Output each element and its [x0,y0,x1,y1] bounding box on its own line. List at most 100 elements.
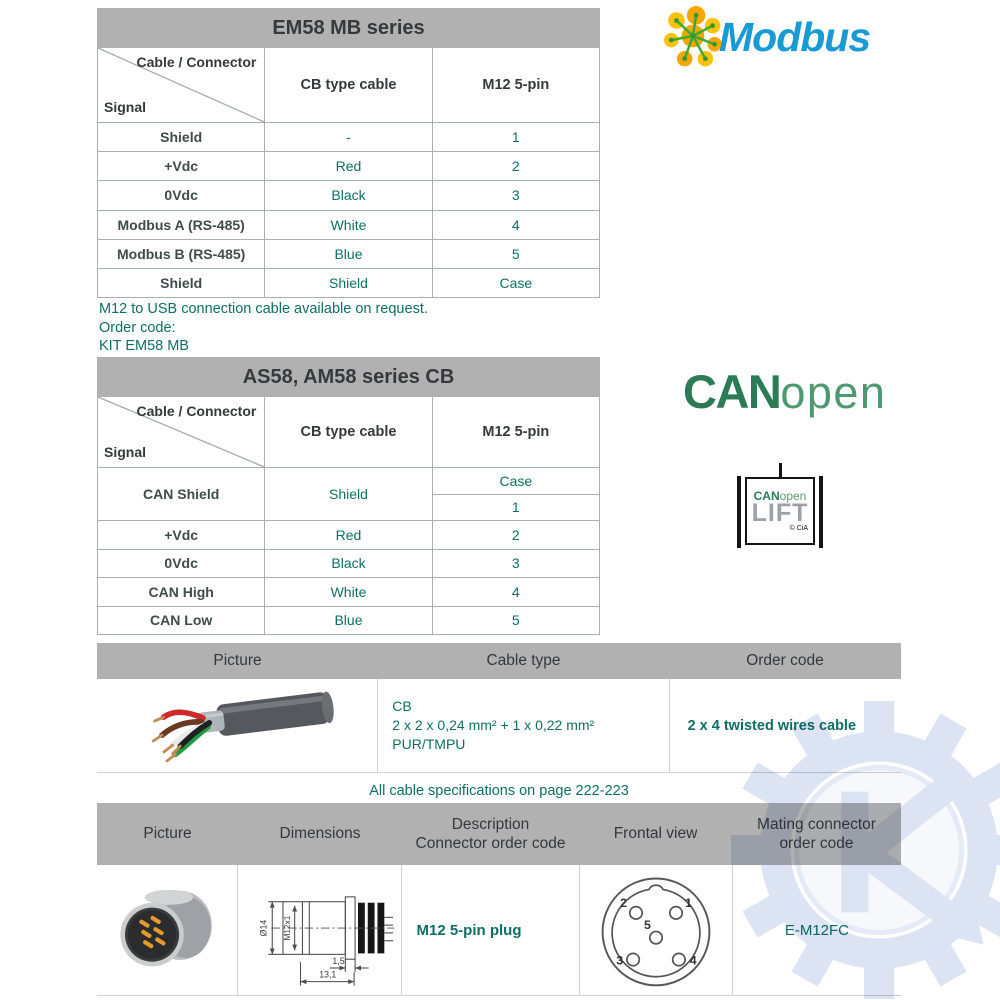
pin-cell: 5 [431,606,599,634]
lift-rail-right [819,476,823,548]
cable-cell: Blue [264,239,431,268]
mating-connector-cell: E-M12FC [731,865,901,995]
em58-header-row: Cable / Connector Signal CB type cable M… [98,48,599,123]
cable-type-line2: 2 x 2 x 0,24 mm² + 1 x 0,22 mm² [392,717,595,733]
connector-description-cell: M12 5-pin plug [401,865,578,995]
header-order-code: Order code [746,652,824,670]
header-mating-connector: Mating connector order code [732,803,901,865]
connector-table-header: Picture Dimensions Description Connector… [97,803,901,865]
modbus-logo-text: Modbus [719,13,871,60]
lift-word: LIFT [751,499,809,527]
cable-table-header: Picture Cable type Order code [97,643,901,679]
pin-label-1: 1 [685,896,692,910]
corner-header-cell: Cable / Connector Signal [98,397,264,467]
pin-label-4: 4 [689,953,696,967]
table-row: Shield Shield Case [98,268,599,299]
connector-dimensions-cell: Ø14 M12x1 1,5 13,1 [237,865,401,995]
frontal-view-diagram: 2 1 5 3 4 [601,877,711,987]
pin-cell: 4 [431,578,599,606]
signal-cell: +Vdc [164,158,199,175]
signal-cell: 0Vdc [164,555,198,572]
dim-diameter-label: Ø14 [258,920,268,937]
connector-picture-cell [97,865,237,995]
em58-mb-table: EM58 MB series Cable / Connector Signal … [97,8,600,299]
signal-cell: Shield [160,129,203,146]
lift-stem [779,463,782,478]
cable-cell: Shield [264,468,431,520]
corner-header-cell: Cable / Connector Signal [98,48,264,122]
column-header-cb-cable: CB type cable [264,397,431,467]
table-row: CAN Low Blue 5 [98,606,599,635]
dim-w1-label: 1,5 [332,956,344,966]
header-description: Description Connector order code [402,803,579,865]
connector-table-row: Ø14 M12x1 1,5 13,1 M12 5-pin plug [97,865,901,996]
cable-cell: Red [264,521,431,549]
diagonal-divider-icon [98,48,264,122]
header-frontal-view: Frontal view [613,825,698,843]
connector-table: Picture Dimensions Description Connector… [97,803,901,996]
signal-cell: CAN Low [150,612,213,629]
pin-cell: 3 [431,181,599,210]
pin-cell: 2 [431,152,599,181]
cable-picture-cell [97,679,377,772]
as58-table-title: AS58, AM58 series CB [97,357,600,397]
pin-cell: 2 [431,521,599,549]
lift-can-text: CAN [753,489,780,503]
table-row-can-shield: CAN Shield Shield Case 1 [98,468,599,521]
connector-description: M12 5-pin plug [416,921,522,939]
lift-rail-left [737,476,741,548]
column-header-cb-cable: CB type cable [264,48,431,122]
dim-thread-label: M12x1 [283,915,292,940]
pin-cell: 4 [431,210,599,239]
cable-type-line3: PUR/TMPU [392,736,466,752]
signal-cell: Modbus A (RS-485) [117,216,245,233]
cable-table: Picture Cable type Order code [97,643,901,773]
cable-type-line1: CB [392,698,412,714]
em58-table-title: EM58 MB series [97,8,600,48]
dimension-drawing: Ø14 M12x1 1,5 13,1 [258,896,394,986]
table-row: Shield - 1 [98,123,599,153]
lift-box: CANopen LIFT © CiA [745,477,815,545]
signal-cell: CAN Shield [143,486,220,502]
canopen-logo: CANopen [683,364,886,419]
order-code-value: KIT EM58 MB [99,338,189,354]
cable-table-row: CB 2 x 2 x 0,24 mm² + 1 x 0,22 mm² PUR/T… [97,679,901,773]
header-picture: Picture [143,825,192,843]
corner-label-signal: Signal [104,99,147,115]
corner-label-cable-connector: Cable / Connector [136,54,257,70]
header-picture: Picture [213,652,262,670]
as58-cb-table: AS58, AM58 series CB Cable / Connector S… [97,357,600,635]
pin-split-cell: Case 1 [431,468,599,520]
cable-cell: Black [264,181,431,210]
pin-cell-case: Case [499,472,533,489]
pin-label-2: 2 [620,896,627,910]
cable-cell: White [264,210,431,239]
column-header-m12: M12 5-pin [431,397,599,467]
mating-connector-code: E-M12FC [784,921,850,939]
as58-header-row: Cable / Connector Signal CB type cable M… [98,397,599,468]
table-row: Modbus B (RS-485) Blue 5 [98,239,599,269]
corner-label-cable-connector: Cable / Connector [136,403,257,419]
modbus-network-icon [664,6,722,67]
order-code-label: Order code: [99,320,176,336]
header-mating-line2: order code [779,835,854,852]
pin-label-3: 3 [616,953,623,967]
corner-label-signal: Signal [104,444,147,460]
cable-order-code: 2 x 4 twisted wires cable [687,717,857,734]
m12-plug-photo [120,889,212,967]
lift-canopen-text: CANopen [754,490,807,502]
canopen-logo-open: open [780,367,887,418]
table-row: Modbus A (RS-485) White 4 [98,210,599,240]
pin-cell: 1 [431,123,599,152]
header-dimensions: Dimensions [279,825,361,843]
m12-usb-note: M12 to USB connection cable available on… [99,301,428,317]
cable-photo [152,691,334,762]
signal-cell: CAN High [148,583,214,600]
cable-cell: - [264,123,431,152]
cable-cell: Blue [264,606,431,634]
header-description-line1: Description [451,815,530,833]
signal-cell: 0Vdc [164,187,198,204]
header-description-line2: Connector order code [415,835,566,852]
signal-cell: +Vdc [164,526,199,543]
